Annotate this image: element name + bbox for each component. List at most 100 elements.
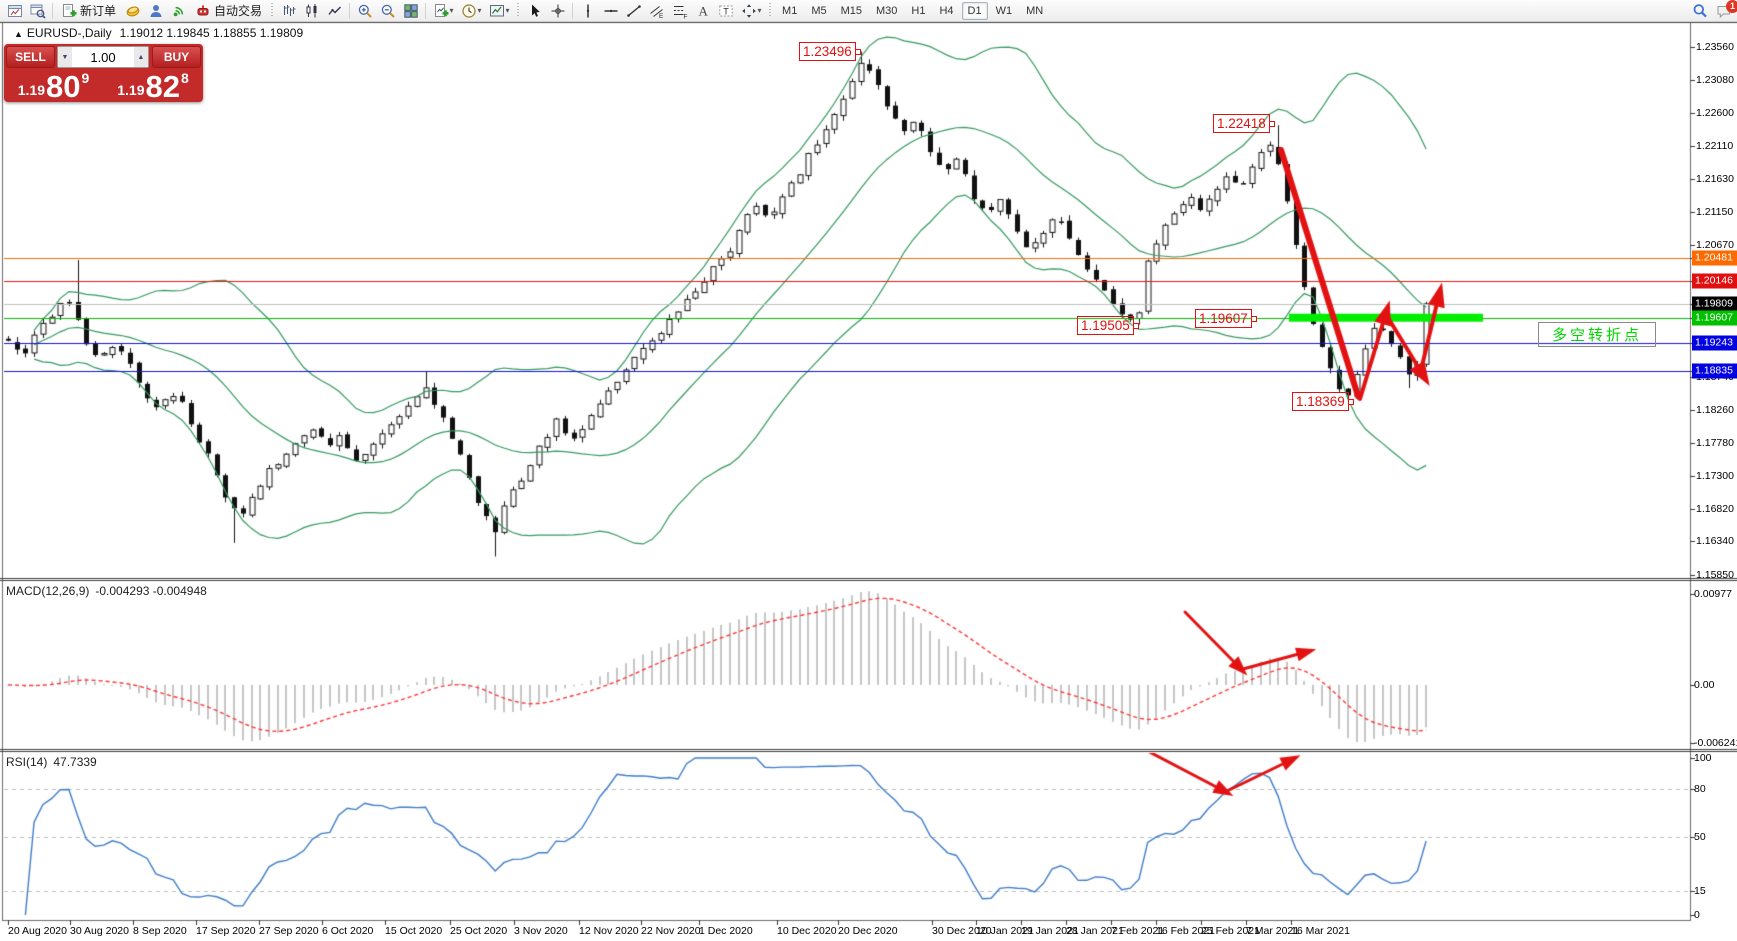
price-axis-tick: 1.23560 <box>1696 41 1734 53</box>
volume-increase-button[interactable]: ▲ <box>134 47 148 67</box>
toolbar-grip <box>769 3 772 18</box>
toolbar-separator <box>425 2 427 19</box>
tile-windows-icon[interactable] <box>399 1 422 21</box>
toolbar-separator <box>52 2 53 19</box>
sell-price-prefix: 1.19 <box>17 82 45 98</box>
price-annotation[interactable]: 1.22418 <box>1213 114 1275 133</box>
line-chart-icon[interactable] <box>323 1 346 21</box>
new-order-button[interactable]: 新订单 <box>56 1 121 21</box>
doc-plus-icon <box>61 3 77 19</box>
volume-decrease-button[interactable]: ▼ <box>58 47 72 67</box>
price-annotation[interactable]: 1.23496 <box>799 42 861 61</box>
macd-name: MACD(12,26,9) <box>6 584 90 598</box>
text-label-icon[interactable]: T <box>714 1 737 21</box>
dropdown-caret-icon[interactable]: ▾ <box>757 6 762 15</box>
chat-icon[interactable]: 1 <box>1711 0 1737 21</box>
date-axis-label: 25 Feb 2021 <box>1201 925 1260 937</box>
zoom-out-icon[interactable] <box>376 1 399 21</box>
timeframe-m5[interactable]: M5 <box>811 4 827 17</box>
note-text-drawing[interactable]: 多空转折点 <box>1538 322 1656 347</box>
sell-button[interactable]: SELL <box>6 46 55 68</box>
trendline-icon[interactable] <box>622 1 645 21</box>
price-axis-tick: 1.22600 <box>1696 106 1734 119</box>
candlestick-chart-icon[interactable] <box>300 1 323 21</box>
date-axis-label: 27 Sep 2020 <box>259 925 319 937</box>
svg-text:T: T <box>723 6 729 16</box>
toolbar-grip <box>517 3 520 18</box>
gold-icon[interactable] <box>121 1 144 21</box>
toolbar-grip <box>271 3 274 18</box>
rsi-axis-tick: 15 <box>1694 885 1706 898</box>
autotrading-button-label: 自动交易 <box>214 4 263 18</box>
signals-icon[interactable] <box>167 1 190 21</box>
indicators-icon[interactable]: ▾ <box>429 1 457 21</box>
svg-text:F: F <box>683 13 687 19</box>
timeframe-d1[interactable]: D1 <box>961 1 988 20</box>
date-axis-label: 20 Dec 2020 <box>838 925 898 937</box>
dropdown-caret-icon[interactable]: ▾ <box>477 6 482 15</box>
macd-values: -0.004293 -0.004948 <box>95 584 207 598</box>
price-tag: 1.20146 <box>1692 273 1737 289</box>
date-axis-label: 12 Nov 2020 <box>579 925 639 937</box>
sell-price[interactable]: 1.19 80 9 <box>4 69 103 102</box>
date-axis-label: 16 Feb 2021 <box>1156 925 1215 937</box>
date-axis-label: 20 Aug 2020 <box>8 925 67 937</box>
price-axis-tick: 1.15850 <box>1696 569 1734 581</box>
date-axis-label: 7 Mar 2021 <box>1246 925 1300 937</box>
price-axis-tick: 1.16340 <box>1696 535 1734 548</box>
fibonacci-icon[interactable]: F <box>668 1 691 21</box>
clock-icon[interactable]: ▾ <box>457 1 485 21</box>
timeframe-mn[interactable]: MN <box>1026 4 1044 17</box>
price-annotation[interactable]: 1.19607 <box>1195 309 1257 328</box>
timeframe-m30[interactable]: M30 <box>876 4 898 17</box>
buy-price[interactable]: 1.19 82 8 <box>105 69 201 104</box>
date-axis-label: 6 Oct 2020 <box>322 925 374 937</box>
macd-label: MACD(12,26,9) -0.004293 -0.004948 <box>6 584 207 598</box>
zoom-in-icon[interactable] <box>353 1 376 21</box>
timeframe-h4[interactable]: H4 <box>939 4 954 17</box>
new-chart-icon[interactable] <box>3 1 26 21</box>
autotrading-button[interactable]: 自动交易 <box>190 1 267 21</box>
date-axis-label: 19 Jan 2021 <box>1021 925 1079 937</box>
template-icon[interactable]: ▾ <box>485 1 513 21</box>
vertical-line-icon[interactable] <box>576 1 599 21</box>
price-tag: 1.18835 <box>1692 363 1737 379</box>
main-toolbar: 新订单 自动交易 ▾ ▾ ▾ E F A T ▾ M1 M5 M15 M30 H1 H4 D1 W1 MN 1 <box>0 0 1737 22</box>
svg-text:A: A <box>698 3 708 18</box>
price-annotation[interactable]: 1.18369 <box>1292 392 1354 411</box>
buy-price-big: 82 <box>145 69 180 104</box>
search-icon[interactable] <box>1688 1 1711 21</box>
price-axis-tick: 1.20670 <box>1696 238 1734 251</box>
buy-button[interactable]: BUY <box>152 46 201 68</box>
price-axis-tick: 1.16820 <box>1696 502 1734 515</box>
symbol-arrow-icon: ▲ <box>14 29 23 39</box>
cursor-icon[interactable] <box>523 1 546 21</box>
text-icon[interactable]: A <box>691 1 714 21</box>
timeframe-h1[interactable]: H1 <box>911 4 926 17</box>
chart-profiles-icon[interactable] <box>26 1 49 21</box>
rsi-label: RSI(14) 47.7339 <box>6 755 97 769</box>
timeframe-m1[interactable]: M1 <box>782 4 798 17</box>
horizontal-line-icon[interactable] <box>599 1 622 21</box>
dropdown-caret-icon[interactable]: ▾ <box>505 6 510 15</box>
timeframe-m15[interactable]: M15 <box>840 4 862 17</box>
rsi-axis-tick: 80 <box>1694 783 1706 796</box>
dropdown-caret-icon[interactable]: ▾ <box>449 6 454 15</box>
svg-text:E: E <box>659 13 664 19</box>
timeframe-w1[interactable]: W1 <box>995 4 1013 17</box>
community-icon[interactable] <box>144 1 167 21</box>
volume-value[interactable]: 1.00 <box>90 49 116 65</box>
date-axis-label: 28 Jan 2021 <box>1066 925 1124 937</box>
date-axis-label: 3 Nov 2020 <box>514 925 568 937</box>
price-annotation[interactable]: 1.19505 <box>1077 316 1139 335</box>
bar-chart-icon[interactable] <box>277 1 300 21</box>
date-axis-label: 17 Sep 2020 <box>196 925 256 937</box>
symbol-name: EURUSD-,Daily <box>26 26 112 40</box>
crosshair-icon[interactable] <box>546 1 569 21</box>
price-axis-tick: 1.21630 <box>1696 173 1734 186</box>
date-axis-label: 15 Oct 2020 <box>385 925 443 937</box>
equidistant-channel-icon[interactable]: E <box>645 1 668 21</box>
rsi-value: 47.7339 <box>53 755 97 769</box>
arrows-icon[interactable]: ▾ <box>737 1 765 21</box>
